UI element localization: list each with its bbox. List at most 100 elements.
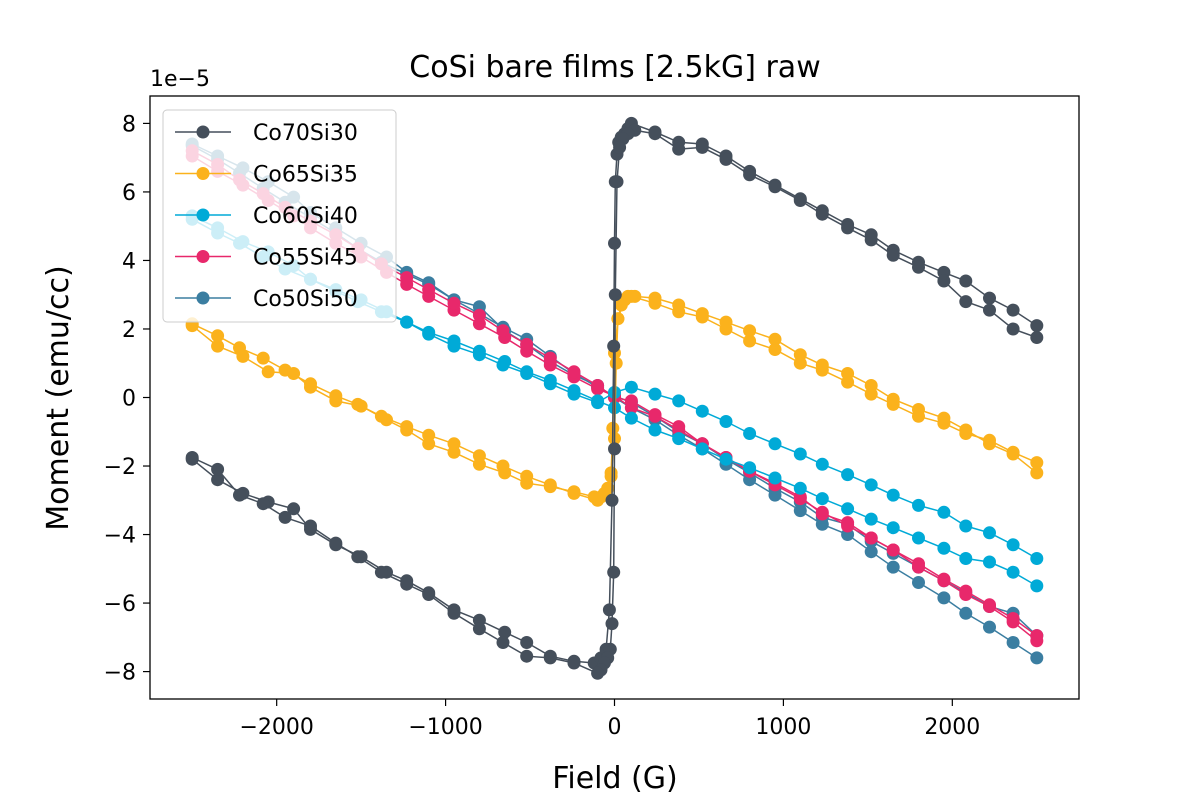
data-point [719,152,733,166]
x-tick-label: −2000 [239,715,313,740]
data-point [472,449,486,463]
data-point [793,447,807,461]
legend-label: Co55Si45 [253,246,358,271]
data-point [1030,319,1044,333]
data-point [1030,651,1044,665]
data-point [937,574,951,588]
data-point [233,488,246,502]
data-point [351,550,365,564]
data-point [672,142,686,156]
data-point [447,437,461,451]
data-point [743,168,757,182]
data-point [447,606,461,620]
data-point [815,207,829,221]
y-axis-label: Moment (emu/cc) [41,265,76,530]
data-point [543,651,557,665]
data-point [719,315,733,329]
data-point [983,526,996,540]
data-point [608,442,621,456]
data-point [607,339,621,353]
y-tick-label: 8 [122,112,136,137]
legend-box [162,109,397,323]
data-point [841,468,855,482]
data-point [1006,447,1020,461]
data-point [695,140,709,154]
data-point [591,379,605,392]
data-point [520,337,534,351]
data-point [983,291,996,305]
data-point [743,324,757,338]
data-point [695,404,709,418]
data-point [672,298,686,312]
legend-marker [196,125,210,139]
data-point [841,516,855,530]
data-point [719,452,733,466]
y-multiplier-label: 1e−5 [150,67,210,92]
data-point [648,127,662,141]
data-point [648,423,662,437]
y-tick-label: 6 [122,181,136,206]
data-point [648,291,662,305]
data-point [543,377,557,391]
data-point [567,387,581,401]
data-point [422,588,436,601]
data-point [605,617,619,631]
data-point [886,521,900,535]
data-point [864,512,878,526]
legend-item: Co65Si35 [175,163,358,188]
y-tick-label: −4 [104,524,136,549]
data-point [959,423,973,437]
data-point [211,462,225,476]
data-point [959,552,973,565]
data-point [815,492,829,506]
data-point [864,379,878,392]
data-point [520,649,534,663]
data-point [422,327,436,341]
data-point [841,367,855,380]
data-point [605,493,619,507]
data-point [233,341,246,355]
x-axis-label: Field (G) [552,761,677,796]
data-point [304,519,317,533]
data-point [912,498,925,512]
y-tick-label: −2 [104,455,136,480]
data-point [768,343,782,356]
data-point [937,541,951,555]
data-point [329,536,343,550]
data-point [841,502,855,516]
legend-marker [196,167,210,180]
data-point [185,451,199,464]
legend: Co70Si30 Co65Si35 Co60Si40 Co55Si45 Co50Si50 [162,109,397,323]
data-point [912,576,925,589]
data-point [278,510,292,524]
data-point [959,519,973,533]
x-tick-label: 1000 [755,715,811,740]
x-tick-label: −1000 [408,715,482,740]
data-point [496,636,510,649]
data-point [743,461,757,475]
data-point [400,271,414,285]
data-point [815,507,829,521]
data-point [520,367,534,380]
y-tick-label: −6 [104,592,136,617]
data-point [374,409,388,423]
y-tick-label: −8 [104,661,136,686]
data-point [1030,552,1044,565]
data-point [624,394,638,408]
data-point [472,308,486,322]
chart-title: CoSi bare films [2.5kG] raw [409,50,820,85]
data-point [743,334,757,348]
data-point [1030,579,1044,593]
data-point [496,324,510,338]
data-point [672,432,686,446]
data-point [695,307,709,321]
data-point [815,358,829,372]
data-point [886,560,900,574]
data-point [608,288,622,302]
data-point [610,175,624,189]
data-point [959,588,973,601]
legend-marker [196,208,210,222]
data-point [1006,303,1020,317]
data-point [886,488,900,502]
